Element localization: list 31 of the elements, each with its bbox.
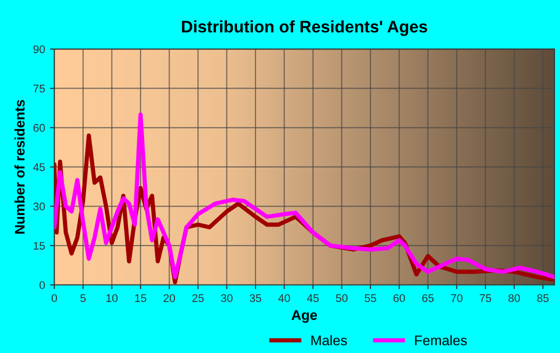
line-series xyxy=(54,112,554,280)
legend-label: Females xyxy=(415,335,467,346)
y-tick-label: 15 xyxy=(34,242,45,250)
y-tick-label: 45 xyxy=(33,163,45,172)
x-tick-label: 85 xyxy=(537,294,549,302)
x-tick-label: 35 xyxy=(250,294,262,302)
x-tick-label: 75 xyxy=(480,294,492,302)
x-axis-title: Age xyxy=(292,310,318,323)
x-tick-label: 60 xyxy=(394,294,405,302)
x-tick-label: 0 xyxy=(52,294,57,302)
x-tick-label: 30 xyxy=(221,294,233,302)
legend-label: Males xyxy=(311,335,347,346)
y-tick-label: 90 xyxy=(33,45,45,54)
x-tick-label: 25 xyxy=(192,294,204,302)
x-tick-label: 15 xyxy=(135,294,146,302)
y-axis-title: Number of residents xyxy=(14,100,25,234)
x-tick-label: 20 xyxy=(164,294,176,302)
x-tick-label: 55 xyxy=(364,294,376,302)
chart-title: Distribution of Residents' Ages xyxy=(182,20,428,36)
x-tick-label: 50 xyxy=(336,294,348,302)
y-tick-label: 60 xyxy=(34,124,45,132)
x-tick-label: 5 xyxy=(80,294,86,302)
x-tick-label: 40 xyxy=(278,294,290,302)
y-tick-label: 75 xyxy=(34,84,45,93)
x-tick-label: 65 xyxy=(422,294,434,302)
x-tick-label: 80 xyxy=(508,294,520,302)
y-tick-label: 30 xyxy=(33,202,45,210)
x-tick-label: 45 xyxy=(307,294,319,302)
x-tick-label: 10 xyxy=(106,294,118,302)
y-tick-label: 0 xyxy=(40,281,45,290)
x-tick-label: 70 xyxy=(451,294,462,302)
